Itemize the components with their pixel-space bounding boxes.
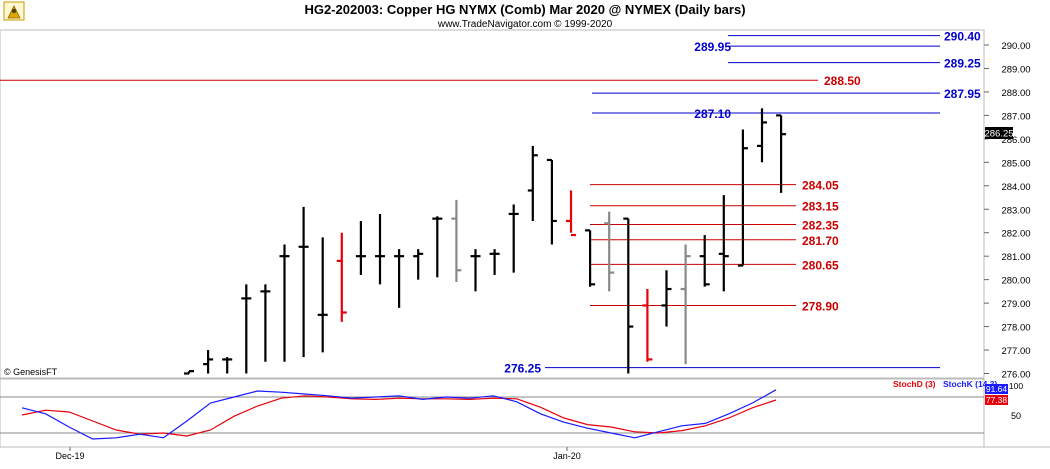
legend-stoch-d: StochD (3)	[893, 379, 936, 389]
chart-title: HG2-202003: Copper HG NYMX (Comb) Mar 20…	[304, 2, 745, 17]
y-tick-label: 287.00	[1001, 111, 1030, 122]
level-label: 278.90	[802, 299, 839, 313]
ohlc-bar	[241, 284, 252, 374]
last-price-badge	[985, 126, 1013, 139]
y-tick-label: 280.00	[1001, 276, 1030, 287]
ohlc-bar	[527, 145, 538, 221]
ohlc-bar	[375, 213, 385, 285]
level-label: 289.25	[944, 57, 981, 71]
ohlc-bar	[776, 114, 787, 193]
y-tick-label: 290.00	[1001, 41, 1030, 52]
y-tick-label: 289.00	[1001, 64, 1030, 75]
level-label: 287.95	[944, 87, 981, 101]
price-panel	[0, 29, 985, 379]
ohlc-bar	[642, 289, 653, 362]
ohlc-bar	[317, 237, 328, 353]
y-tick-label: 278.00	[1001, 323, 1030, 334]
level-label: 284.05	[802, 179, 839, 193]
chart-subtitle: www.TradeNavigator.com © 1999-2020	[437, 19, 613, 30]
level-label: 283.15	[802, 200, 839, 214]
x-tick-label: Jan-20	[553, 451, 581, 461]
ohlc-bar	[260, 284, 271, 362]
y-tick-label: 286.00	[1001, 135, 1030, 146]
level-label: 290.40	[944, 30, 981, 44]
level-label: 281.70	[802, 234, 839, 248]
y-tick-label: 282.00	[1001, 229, 1030, 240]
stoch-d-readout-badge	[985, 395, 1008, 405]
ohlc-bar	[470, 249, 481, 292]
ohlc-bar	[394, 249, 405, 308]
ohlc-bar	[737, 129, 748, 267]
trade-navigator-logo-icon[interactable]	[3, 1, 25, 21]
ohlc-bar	[279, 244, 290, 362]
level-label: 276.25	[504, 362, 541, 376]
ohlc-bar	[623, 217, 634, 374]
x-tick-label: Dec-19	[55, 451, 84, 461]
ohlc-bar	[336, 232, 347, 322]
ohlc-bar	[699, 235, 710, 287]
ohlc-bar	[680, 244, 691, 365]
ohlc-bar	[355, 220, 366, 275]
stoch-tick-label: 50	[1011, 411, 1021, 421]
ohlc-bar	[508, 204, 519, 273]
level-label: 287.10	[694, 107, 731, 121]
ohlc-bar	[413, 249, 424, 280]
level-label: 289.95	[694, 40, 731, 54]
ohlc-bar	[203, 350, 214, 374]
y-tick-label: 281.00	[1001, 252, 1030, 263]
stoch-d-readout: 77.38	[986, 395, 1008, 405]
stoch-d-line	[21, 395, 777, 437]
ohlc-bar	[298, 206, 309, 358]
legend-stoch-k: StochK (14,3)	[943, 379, 997, 389]
ohlc-bar	[184, 370, 194, 375]
ohlc-bar	[718, 195, 729, 292]
last-price-label: 286.25	[984, 128, 1013, 139]
ohlc-bar	[222, 357, 233, 374]
y-tick-label: 288.00	[1001, 88, 1030, 99]
ohlc-bar	[489, 249, 500, 275]
y-tick-label: 279.00	[1001, 299, 1030, 310]
y-tick-label: 283.00	[1001, 205, 1030, 216]
ohlc-bar	[546, 158, 557, 245]
ohlc-bar	[451, 199, 462, 282]
ohlc-bar	[585, 229, 596, 287]
watermark: © GenesisFT	[4, 367, 58, 377]
stoch-k-readout: 91.64	[986, 384, 1008, 394]
ohlc-bar	[604, 211, 615, 292]
stoch-k-readout-badge	[985, 384, 1008, 394]
y-tick-label: 285.00	[1001, 158, 1030, 169]
stoch-tick-label: 100	[1009, 381, 1023, 391]
y-tick-label: 277.00	[1001, 346, 1030, 357]
stochastic-panel	[0, 378, 985, 448]
y-tick-label: 276.00	[1001, 370, 1030, 381]
ohlc-bar	[432, 216, 443, 278]
level-label: 282.35	[802, 219, 839, 233]
ohlc-bar	[661, 270, 672, 327]
y-tick-label: 284.00	[1001, 182, 1030, 193]
stoch-k-line	[21, 389, 777, 440]
ohlc-bar	[757, 108, 767, 163]
level-label: 288.50	[824, 74, 861, 88]
ohlc-bar	[566, 190, 576, 237]
level-label: 280.65	[802, 258, 839, 272]
